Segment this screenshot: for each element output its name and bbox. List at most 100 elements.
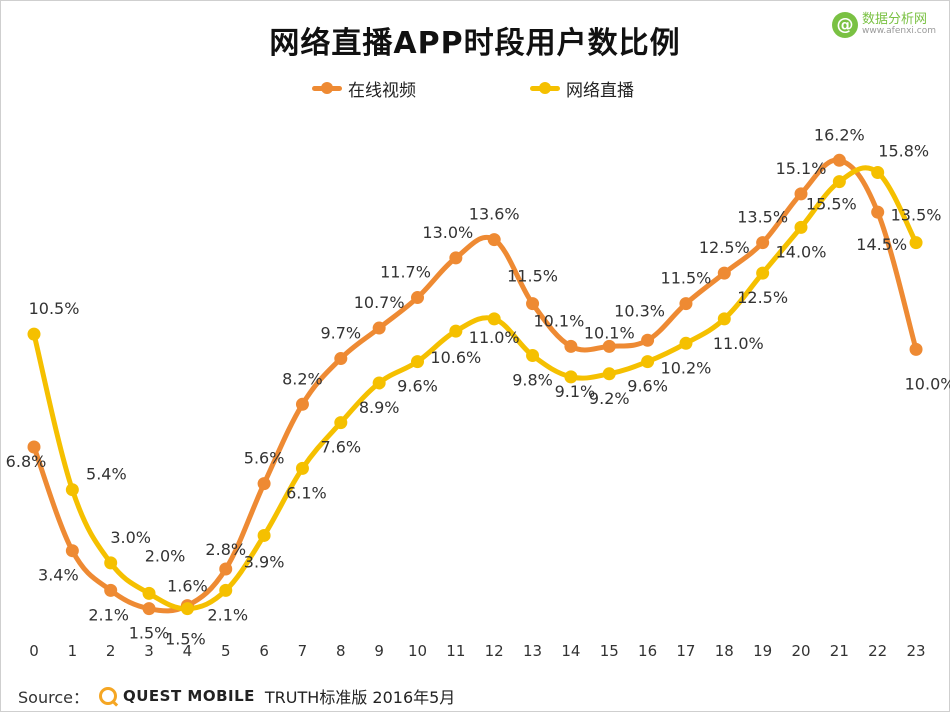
data-point-live-streaming-15 (602, 367, 616, 381)
data-label-online-video-5: 2.8% (205, 540, 246, 559)
data-label-online-video-8: 9.7% (320, 324, 361, 343)
source-label: Source： (18, 688, 89, 707)
data-label-live-streaming-14: 9.1% (555, 382, 596, 401)
data-point-live-streaming-18 (717, 312, 731, 326)
data-label-live-streaming-16: 9.6% (627, 377, 668, 396)
x-tick-label-4: 4 (183, 642, 193, 660)
x-tick-label-20: 20 (791, 642, 810, 660)
x-tick-label-1: 1 (68, 642, 78, 660)
data-point-live-streaming-19 (756, 266, 770, 280)
data-point-online-video-10 (411, 291, 424, 305)
data-label-online-video-4: 1.6% (167, 577, 208, 596)
data-label-online-video-16: 10.3% (614, 301, 665, 320)
data-point-online-video-3 (142, 602, 156, 616)
data-label-online-video-11: 13.0% (422, 223, 473, 242)
data-point-live-streaming-17 (679, 336, 693, 350)
x-tick-label-18: 18 (715, 642, 734, 660)
data-label-online-video-0: 6.8% (6, 452, 47, 471)
source-brand: QUEST MOBILE (122, 687, 255, 705)
x-tick-label-19: 19 (753, 642, 772, 660)
watermark-url: www.afenxi.com (862, 26, 936, 37)
legend-marker-live-streaming (539, 81, 551, 94)
data-label-live-streaming-3: 2.0% (145, 546, 186, 565)
legend-label-online-video: 在线视频 (348, 80, 416, 101)
x-tick-label-10: 10 (408, 642, 427, 660)
data-label-live-streaming-12: 11.0% (469, 328, 520, 347)
data-point-online-video-7 (295, 397, 309, 411)
data-point-live-streaming-22 (871, 166, 885, 179)
x-tick-label-9: 9 (374, 642, 384, 660)
data-point-online-video-0 (27, 440, 41, 454)
x-tick-label-2: 2 (106, 642, 116, 660)
data-point-live-streaming-13 (526, 349, 540, 362)
data-label-live-streaming-18: 11.0% (713, 334, 764, 353)
legend-swatch-live-streaming (530, 81, 560, 94)
x-tick-label-11: 11 (446, 642, 465, 660)
x-tick-label-0: 0 (29, 642, 39, 660)
data-point-online-video-8 (334, 352, 348, 366)
data-label-online-video-13: 11.5% (507, 267, 558, 286)
data-point-online-video-5 (219, 562, 233, 576)
data-point-online-video-15 (602, 339, 616, 353)
data-label-live-streaming-4: 1.5% (165, 630, 206, 649)
x-tick-label-15: 15 (600, 642, 619, 660)
data-label-live-streaming-6: 3.9% (244, 552, 285, 571)
data-point-online-video-9 (372, 321, 386, 335)
series-line-live-streaming (31, 165, 919, 612)
x-tick-label-6: 6 (259, 642, 269, 660)
x-tick-label-23: 23 (907, 642, 926, 660)
data-label-online-video-15: 10.1% (584, 323, 635, 342)
data-point-live-streaming-7 (295, 461, 309, 475)
data-point-live-streaming-14 (564, 370, 578, 384)
x-tick-label-8: 8 (336, 642, 346, 660)
data-point-live-streaming-5 (219, 583, 233, 597)
data-point-live-streaming-2 (104, 556, 118, 570)
x-tick-label-13: 13 (523, 642, 542, 660)
legend-swatch-online-video (312, 81, 342, 94)
data-label-live-streaming-13: 9.8% (512, 371, 553, 390)
data-label-live-streaming-0: 10.5% (29, 299, 80, 318)
data-point-live-streaming-20 (794, 220, 808, 234)
footer: Source： QUEST MOBILE TRUTH标准版 2016年5月 (18, 683, 455, 709)
data-label-live-streaming-1: 5.4% (86, 465, 127, 484)
data-point-online-video-6 (257, 477, 271, 491)
data-label-online-video-9: 10.7% (354, 293, 405, 312)
data-label-online-video-14: 10.1% (533, 311, 584, 330)
x-tick-label-12: 12 (485, 642, 504, 660)
watermark-name: 数据分析网 (862, 11, 928, 27)
data-point-live-streaming-9 (372, 376, 386, 390)
data-label-live-streaming-11: 10.6% (430, 348, 481, 367)
data-label-live-streaming-10: 9.6% (397, 377, 438, 396)
data-label-online-video-19: 13.5% (737, 208, 788, 227)
x-tick-label-16: 16 (638, 642, 657, 660)
data-label-online-video-23: 10.0% (905, 374, 950, 393)
x-tick-label-22: 22 (868, 642, 887, 660)
data-label-online-video-7: 8.2% (282, 369, 323, 388)
x-tick-label-17: 17 (676, 642, 695, 660)
data-label-online-video-6: 5.6% (244, 449, 285, 468)
data-point-online-video-2 (104, 583, 118, 597)
watermark: @ 数据分析网 www.afenxi.com (832, 12, 936, 38)
data-label-live-streaming-20: 14.0% (776, 242, 827, 261)
x-tick-label-21: 21 (830, 642, 849, 660)
data-label-live-streaming-9: 8.9% (359, 398, 400, 417)
data-label-online-video-10: 11.7% (380, 263, 431, 282)
data-point-live-streaming-1 (65, 483, 79, 497)
data-label-live-streaming-21: 15.5% (806, 195, 857, 214)
data-point-live-streaming-12 (487, 312, 501, 326)
x-tick-label-14: 14 (561, 642, 580, 660)
data-label-online-video-12: 13.6% (469, 205, 520, 224)
data-point-online-video-17 (679, 297, 693, 311)
x-tick-label-5: 5 (221, 642, 231, 660)
data-point-online-video-19 (756, 236, 770, 250)
series-line-online-video (31, 157, 919, 614)
data-point-online-video-14 (564, 339, 578, 353)
data-point-live-streaming-10 (411, 355, 424, 369)
source-note: TRUTH标准版 2016年5月 (264, 688, 456, 707)
data-point-live-streaming-23 (909, 236, 923, 250)
data-point-live-streaming-6 (257, 528, 271, 542)
x-tick-label-3: 3 (144, 642, 154, 660)
data-label-live-streaming-2: 3.0% (110, 528, 151, 547)
chart-title: 网络直播APP时段用户数比例 (269, 26, 681, 61)
